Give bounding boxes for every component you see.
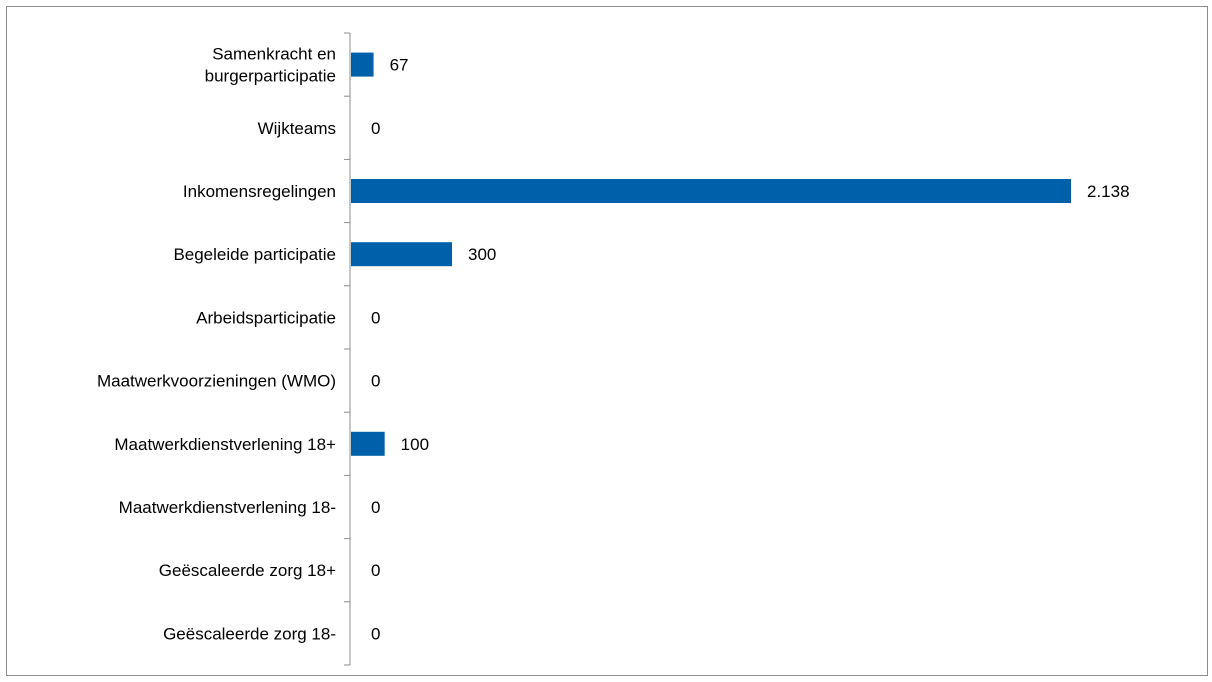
value-label: 0 <box>371 624 380 643</box>
bar <box>351 242 453 267</box>
category-label: Wijkteams <box>258 119 336 138</box>
category-label: Maatwerkvoorzieningen (WMO) <box>97 372 336 391</box>
category-label: Arbeidsparticipatie <box>196 308 336 327</box>
category-label: Inkomensregelingen <box>183 182 336 201</box>
category-label: Geëscaleerde zorg 18+ <box>159 561 336 580</box>
value-label: 2.138 <box>1087 182 1130 201</box>
value-label: 0 <box>371 308 380 327</box>
value-label: 67 <box>390 56 409 75</box>
bar <box>351 431 385 456</box>
category-label: Maatwerkdienstverlening 18- <box>119 498 336 517</box>
value-label: 300 <box>468 245 496 264</box>
category-label: Maatwerkdienstverlening 18+ <box>114 435 336 454</box>
category-label: Begeleide participatie <box>173 245 336 264</box>
value-label: 0 <box>371 119 380 138</box>
category-label: Geëscaleerde zorg 18- <box>163 624 336 643</box>
value-label: 0 <box>371 498 380 517</box>
bar <box>351 179 1071 203</box>
bar <box>351 52 374 77</box>
value-label: 100 <box>401 435 429 454</box>
chart-frame <box>6 6 1208 676</box>
category-label: Samenkracht en burgerparticipatie <box>205 45 336 86</box>
value-label: 0 <box>371 372 380 391</box>
value-label: 0 <box>371 561 380 580</box>
